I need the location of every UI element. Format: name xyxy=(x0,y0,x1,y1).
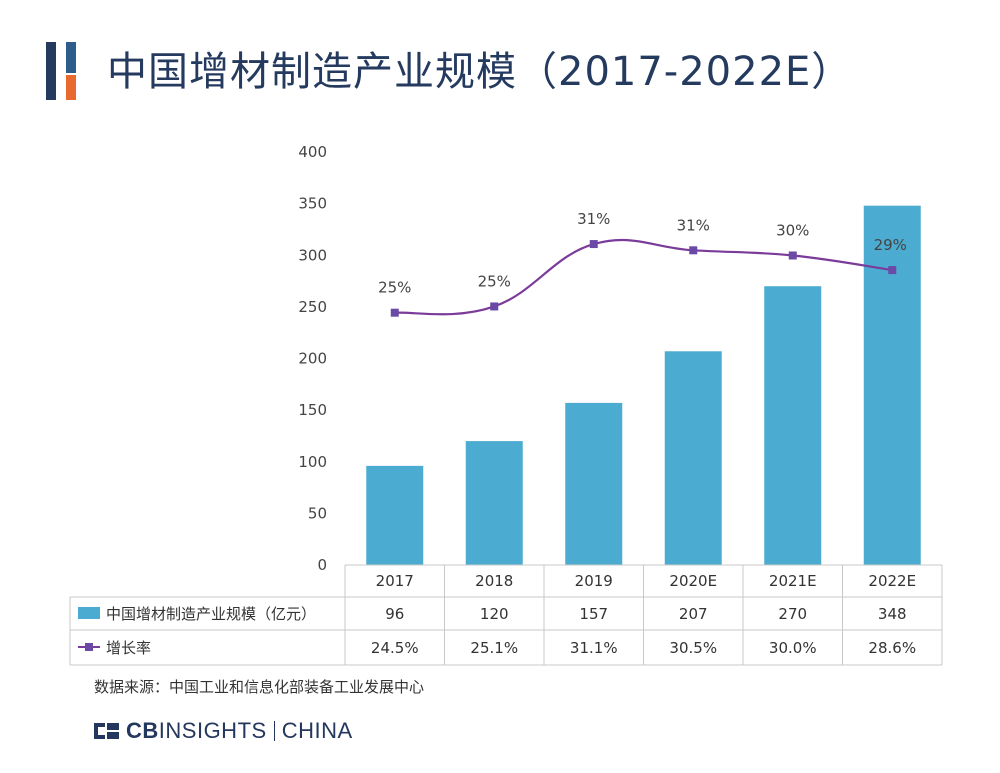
growth-rate-point xyxy=(390,308,399,317)
y-tick-label: 300 xyxy=(298,246,327,264)
logo-region: CHINA xyxy=(281,718,353,743)
growth-rate-point xyxy=(788,251,797,260)
growth-rate-line xyxy=(394,238,893,316)
table-cell-rate-value: 28.6% xyxy=(868,639,916,657)
growth-rate-data-label: 31% xyxy=(677,216,710,234)
bar xyxy=(465,441,523,565)
y-tick-label: 100 xyxy=(298,453,327,471)
table-cell-bar-value: 270 xyxy=(778,605,807,623)
table-cell-bar-value: 348 xyxy=(878,605,907,623)
y-axis-ticks: 0 50 100 150 200 250 300 350 400 xyxy=(298,143,327,574)
logo-brand-rest: INSIGHTS xyxy=(158,718,267,743)
x-category-label: 2017 xyxy=(376,572,414,590)
legend-label-bar: 中国增材制造产业规模（亿元） xyxy=(106,605,316,623)
x-category-label: 2018 xyxy=(475,572,513,590)
legend-swatch-marker xyxy=(85,643,93,651)
bar xyxy=(565,402,623,565)
source-note: 数据来源：中国工业和信息化部装备工业发展中心 xyxy=(94,678,425,696)
logo-separator xyxy=(273,721,275,741)
bar xyxy=(863,205,921,565)
table-cell-bar-value: 96 xyxy=(385,605,404,623)
x-category-label: 2022E xyxy=(868,572,916,590)
table-cell-bar-value: 157 xyxy=(579,605,608,623)
x-category-label: 2019 xyxy=(575,572,613,590)
legend-label-line: 增长率 xyxy=(106,639,151,657)
growth-rate-data-label: 31% xyxy=(577,210,610,228)
y-tick-label: 0 xyxy=(317,556,327,574)
title-accent-bar-orange xyxy=(66,75,76,100)
growth-rate-point xyxy=(689,246,698,255)
growth-rate-data-label: 29% xyxy=(874,236,907,254)
y-tick-label: 400 xyxy=(298,143,327,161)
bar xyxy=(764,286,822,565)
y-tick-label: 350 xyxy=(298,195,327,213)
y-tick-label: 50 xyxy=(308,504,327,522)
growth-rate-point xyxy=(490,302,499,311)
line-series: 25% 25% 31% 31% 30% 29% xyxy=(378,210,907,317)
table-cell-rate-value: 31.1% xyxy=(570,639,618,657)
bar xyxy=(366,465,424,565)
title-accent-icon xyxy=(42,42,82,100)
data-table: 2017 2018 2019 2020E 2021E 2022E 中国增材制造产业规模（亿元… xyxy=(69,564,943,666)
table-cell-rate-value: 24.5% xyxy=(371,639,419,657)
growth-rate-data-label: 25% xyxy=(478,272,511,290)
growth-rate-point xyxy=(888,266,897,275)
logo-wordmark: CBINSIGHTS CHINA xyxy=(126,718,353,744)
growth-rate-data-label: 30% xyxy=(776,222,809,240)
x-category-label: 2020E xyxy=(669,572,717,590)
bar xyxy=(664,351,722,565)
table-cell-bar-value: 207 xyxy=(679,605,708,623)
y-tick-label: 250 xyxy=(298,298,327,316)
table-cell-bar-value: 120 xyxy=(480,605,509,623)
cbinsights-china-logo: CBINSIGHTS CHINA xyxy=(94,718,353,744)
title-accent-bar-dark xyxy=(46,42,56,100)
growth-rate-point xyxy=(589,240,598,249)
cbinsights-logo-icon xyxy=(94,723,119,739)
table-cell-rate-value: 30.0% xyxy=(769,639,817,657)
y-tick-label: 150 xyxy=(298,401,327,419)
table-cell-rate-value: 25.1% xyxy=(470,639,518,657)
logo-brand-bold: CB xyxy=(126,718,159,743)
y-tick-label: 200 xyxy=(298,350,327,368)
page-title: 中国增材制造产业规模（2017-2022E） xyxy=(107,49,853,95)
growth-rate-data-label: 25% xyxy=(378,279,411,297)
legend-swatch-bar xyxy=(78,607,100,619)
x-category-label: 2021E xyxy=(769,572,817,590)
bar-series xyxy=(366,205,921,565)
table-cell-rate-value: 30.5% xyxy=(669,639,717,657)
title-accent-bar-blue xyxy=(66,42,76,73)
